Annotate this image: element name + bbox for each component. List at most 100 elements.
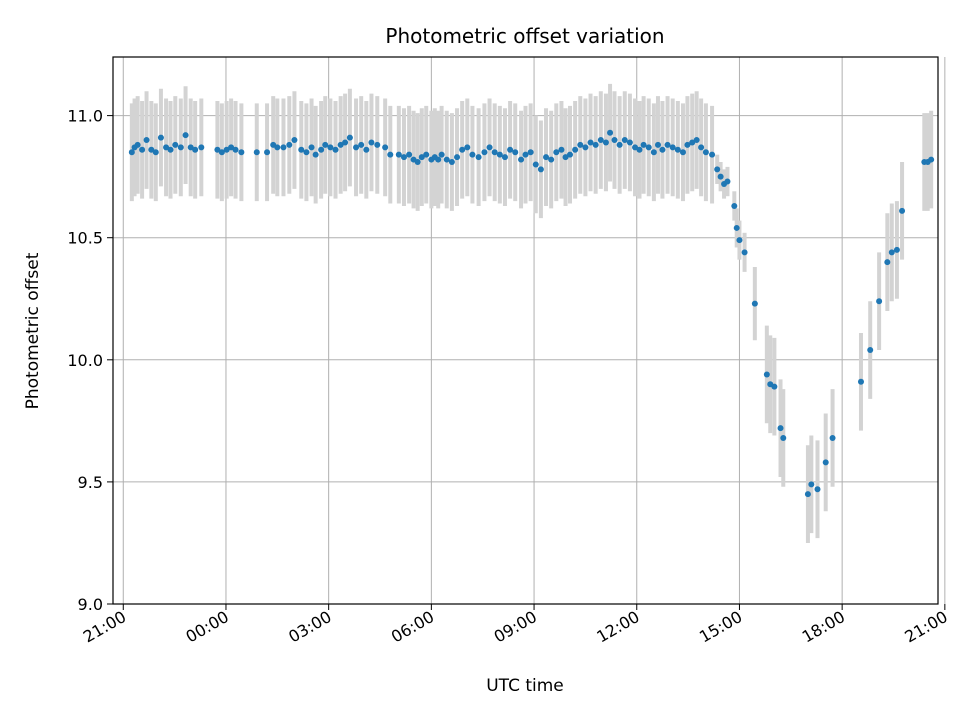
- data-point: [741, 249, 748, 256]
- data-point: [736, 237, 743, 244]
- data-point: [332, 146, 339, 153]
- data-point: [368, 139, 375, 146]
- data-point: [717, 173, 724, 180]
- data-point: [454, 154, 461, 161]
- data-point: [689, 139, 696, 146]
- data-point: [346, 134, 353, 141]
- data-point: [669, 144, 676, 151]
- data-point: [829, 434, 836, 441]
- data-point: [616, 141, 623, 148]
- data-point: [814, 486, 821, 493]
- data-point: [558, 146, 565, 153]
- data-point: [553, 149, 560, 156]
- data-point: [387, 151, 394, 158]
- y-tick-label: 9.5: [78, 473, 103, 492]
- data-point: [406, 151, 413, 158]
- data-point: [804, 491, 811, 498]
- data-point: [363, 146, 370, 153]
- data-point: [763, 371, 770, 378]
- data-point: [469, 151, 476, 158]
- data-point: [353, 144, 360, 151]
- point-layer: [128, 129, 935, 498]
- data-point: [572, 146, 579, 153]
- data-point: [475, 154, 482, 161]
- data-point: [327, 144, 334, 151]
- data-point: [382, 144, 389, 151]
- data-point: [522, 151, 529, 158]
- data-point: [733, 224, 740, 231]
- data-point: [374, 141, 381, 148]
- data-point: [342, 139, 349, 146]
- data-point: [167, 146, 174, 153]
- data-point: [607, 129, 614, 136]
- data-point: [518, 156, 525, 163]
- data-point: [527, 149, 534, 156]
- data-point: [280, 144, 287, 151]
- data-point: [291, 137, 298, 144]
- data-point: [423, 151, 430, 158]
- data-point: [253, 149, 260, 156]
- data-point: [218, 149, 225, 156]
- data-point: [459, 146, 466, 153]
- data-point: [182, 132, 189, 139]
- data-point: [537, 166, 544, 173]
- data-point: [577, 141, 584, 148]
- data-point: [238, 149, 245, 156]
- data-point: [567, 151, 574, 158]
- x-axis-title: UTC time: [486, 676, 564, 696]
- data-point: [143, 137, 150, 144]
- data-point: [857, 378, 864, 385]
- data-point: [899, 207, 906, 214]
- data-point: [435, 156, 442, 163]
- data-point: [664, 141, 671, 148]
- data-point: [650, 149, 657, 156]
- data-point: [532, 161, 539, 168]
- data-point: [876, 298, 883, 305]
- data-point: [822, 459, 829, 466]
- data-point: [128, 149, 135, 156]
- data-point: [337, 141, 344, 148]
- data-point: [507, 146, 514, 153]
- data-point: [358, 141, 365, 148]
- data-point: [632, 144, 639, 151]
- data-point: [308, 144, 315, 151]
- data-point: [684, 141, 691, 148]
- data-point: [139, 146, 146, 153]
- data-point: [928, 156, 935, 163]
- data-point: [464, 144, 471, 151]
- data-point: [714, 166, 721, 173]
- data-point: [888, 249, 895, 256]
- data-point: [395, 151, 402, 158]
- y-axis-title: Photometric offset: [23, 252, 43, 409]
- data-point: [674, 146, 681, 153]
- data-point: [443, 156, 450, 163]
- chart-title: Photometric offset variation: [385, 24, 664, 48]
- data-point: [192, 146, 199, 153]
- data-point: [693, 137, 700, 144]
- data-point: [298, 146, 305, 153]
- data-point: [157, 134, 164, 141]
- data-point: [780, 434, 787, 441]
- data-point: [709, 151, 716, 158]
- data-point: [597, 137, 604, 144]
- data-point: [562, 154, 569, 161]
- data-point: [177, 144, 184, 151]
- data-point: [481, 149, 488, 156]
- y-tick-label: 11.0: [67, 107, 103, 126]
- data-point: [264, 149, 271, 156]
- data-point: [640, 141, 647, 148]
- y-tick-label: 10.0: [67, 351, 103, 370]
- data-point: [621, 137, 628, 144]
- data-point: [286, 141, 293, 148]
- y-tick-label: 9.0: [78, 595, 103, 614]
- data-point: [152, 149, 159, 156]
- data-point: [172, 141, 179, 148]
- data-point: [148, 146, 155, 153]
- data-point: [543, 154, 550, 161]
- data-point: [438, 151, 445, 158]
- data-point: [501, 154, 508, 161]
- data-point: [303, 149, 310, 156]
- data-point: [312, 151, 319, 158]
- data-point: [679, 149, 686, 156]
